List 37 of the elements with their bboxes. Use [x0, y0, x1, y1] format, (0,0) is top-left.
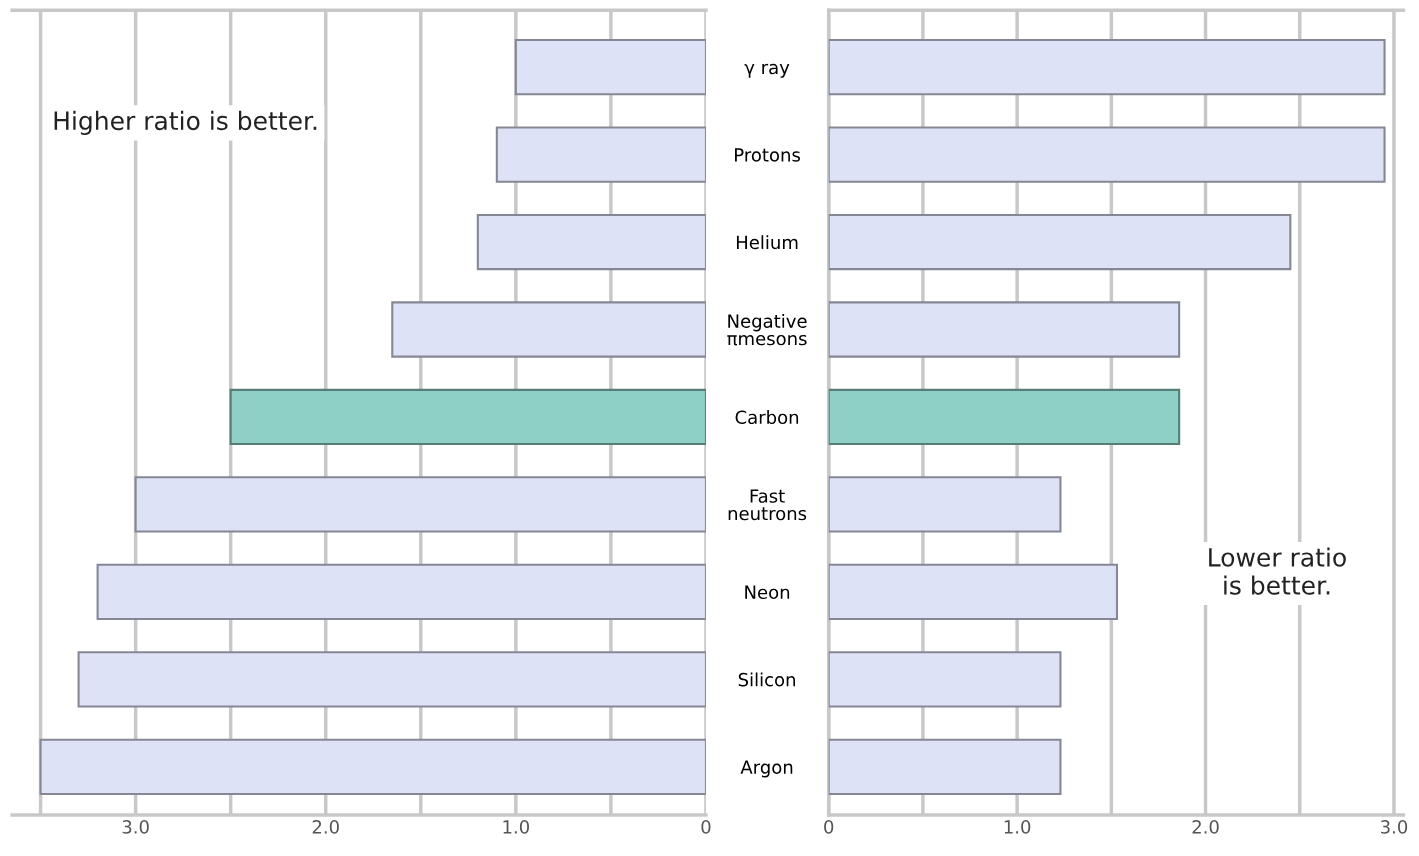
bar — [96, 563, 706, 621]
y-tick-label: Argon — [740, 760, 793, 778]
x-tick-label: 1.0 — [503, 820, 529, 834]
y-tick-label: Neon — [745, 585, 790, 599]
bar — [828, 213, 1292, 271]
bar — [828, 301, 1181, 358]
x-tick-label: 0 — [701, 820, 711, 834]
y-tick-label: Silicon — [738, 672, 795, 687]
x-tick-label: 3.0 — [122, 820, 149, 834]
y-tick-label: Protons — [735, 148, 800, 162]
bar — [495, 126, 706, 183]
x-tick-label: 2.0 — [312, 820, 339, 834]
y-tick-label: Carbon — [735, 410, 799, 425]
bar — [391, 301, 706, 358]
bar — [828, 563, 1119, 621]
x-tick-label: 2.0 — [1192, 820, 1219, 834]
annotation: Higher ratio is better. — [54, 110, 317, 136]
bar — [828, 476, 1062, 533]
y-tick-label: γ ray — [744, 63, 790, 78]
bar — [828, 738, 1062, 795]
bar — [476, 213, 706, 271]
x-tick-label: 1.0 — [1004, 820, 1031, 834]
bar — [39, 738, 706, 795]
y-tick-label: Negative πmesons — [727, 313, 807, 346]
x-tick-label: 0 — [824, 820, 834, 834]
bar — [828, 126, 1386, 183]
y-tick-label: Helium — [736, 235, 798, 250]
bar — [514, 38, 706, 96]
bar — [828, 38, 1386, 96]
y-tick-label: Fast neutrons — [728, 489, 807, 521]
x-tick-label: 3.0 — [1380, 820, 1408, 834]
bar — [77, 651, 706, 708]
bar — [229, 388, 706, 446]
bar — [134, 476, 706, 533]
annotation: Lower ratio is better. — [1209, 547, 1346, 595]
bar — [828, 651, 1062, 708]
bar — [828, 388, 1181, 446]
